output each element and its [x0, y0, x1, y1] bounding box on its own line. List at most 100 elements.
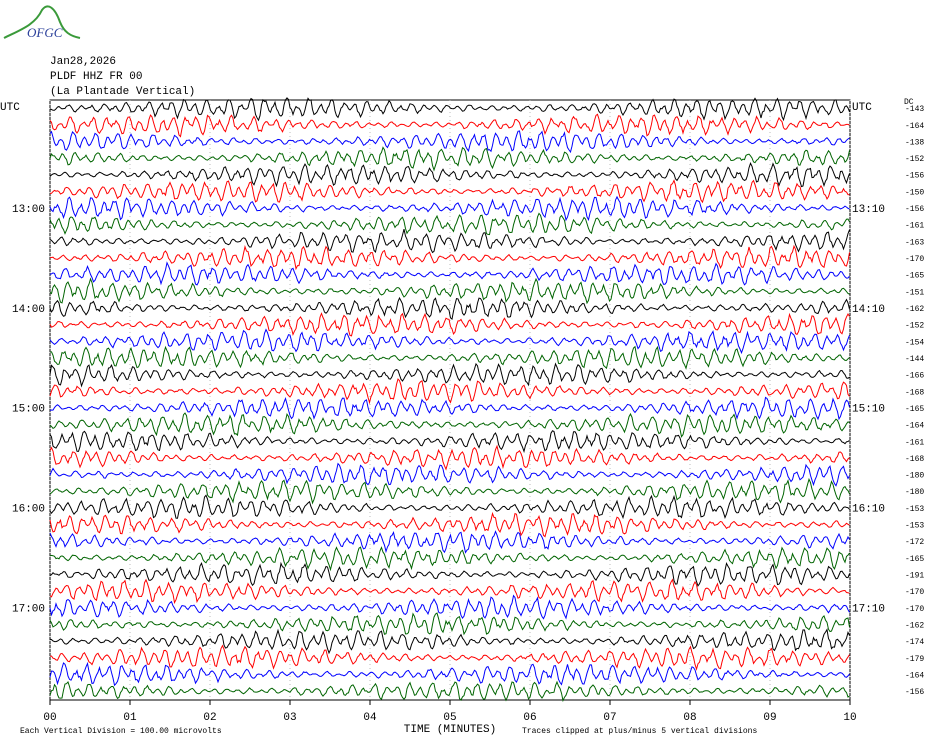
x-tick-label: 09	[763, 712, 776, 724]
trace	[49, 444, 850, 471]
trace	[49, 530, 850, 554]
trace	[49, 494, 850, 520]
dc-value: -144	[905, 355, 924, 364]
trace	[49, 328, 850, 355]
dc-value: -150	[905, 188, 924, 197]
trace	[49, 628, 850, 655]
dc-value: -170	[905, 605, 924, 614]
trace	[49, 578, 850, 605]
location: (La Plantade Vertical)	[50, 86, 195, 98]
trace	[49, 661, 850, 687]
dc-value: -161	[905, 222, 924, 231]
right-time-label: 16:10	[852, 504, 885, 516]
x-tick-label: 01	[123, 712, 137, 724]
dc-value: -180	[905, 472, 924, 481]
dc-value: -174	[905, 638, 924, 647]
right-time-label: 13:10	[852, 204, 885, 216]
dc-value: -164	[905, 422, 924, 431]
dc-value: -168	[905, 388, 924, 397]
x-tick-label: 02	[203, 712, 216, 724]
dc-value: -138	[905, 138, 924, 147]
trace	[49, 594, 850, 620]
logo-mark	[3, 5, 81, 39]
trace	[49, 462, 850, 487]
trace	[49, 345, 850, 370]
trace	[49, 612, 850, 636]
dc-value: -165	[905, 555, 924, 564]
trace	[49, 362, 850, 388]
left-time-label: 13:00	[12, 204, 45, 216]
trace	[49, 261, 850, 286]
dc-value: -143	[905, 105, 924, 114]
dc-value: -156	[905, 205, 924, 214]
right-time-label: 14:10	[852, 304, 885, 316]
x-tick-label: 03	[283, 712, 296, 724]
trace	[49, 412, 850, 438]
x-tick-label: 05	[443, 712, 456, 724]
trace	[49, 228, 850, 254]
dc-value: -152	[905, 155, 924, 164]
clip-note: Traces clipped at plus/minus 5 vertical …	[522, 727, 757, 736]
plot	[49, 97, 851, 705]
date: Jan28,2026	[50, 56, 116, 68]
trace	[49, 430, 850, 454]
trace	[49, 113, 850, 138]
trace	[49, 546, 850, 572]
trace	[49, 378, 850, 405]
dc-value: -170	[905, 255, 924, 264]
dc-value: -152	[905, 322, 924, 331]
dc-value: -162	[905, 305, 924, 314]
x-tick-label: 04	[363, 712, 377, 724]
dc-value: -172	[905, 538, 924, 547]
x-axis-title: TIME (MINUTES)	[404, 724, 496, 736]
dc-value: -153	[905, 522, 924, 531]
x-tick-label: 08	[683, 712, 696, 724]
dc-value: -151	[905, 288, 924, 297]
x-tick-label: 06	[523, 712, 536, 724]
dc-value: -156	[905, 172, 924, 181]
dc-value: -168	[905, 455, 924, 464]
dc-value: -166	[905, 372, 924, 381]
dc-value: -164	[905, 122, 924, 131]
dc-value: -164	[905, 671, 924, 680]
left-time-label: 17:00	[12, 604, 45, 616]
trace	[49, 511, 850, 538]
left-time-label: 16:00	[12, 504, 45, 516]
logo-text: OFGC	[27, 25, 63, 40]
trace	[49, 680, 850, 703]
trace	[49, 296, 850, 321]
trace	[49, 195, 850, 222]
trace	[49, 130, 850, 154]
dc-value: -180	[905, 488, 924, 497]
left-time-label: UTC	[0, 102, 20, 114]
trace	[49, 146, 850, 172]
right-time-label: UTC	[852, 102, 872, 114]
dc-value: -165	[905, 272, 924, 281]
dc-value: -162	[905, 621, 924, 630]
dc-title: DC	[904, 98, 914, 107]
trace	[49, 244, 850, 271]
dc-value: -179	[905, 655, 924, 664]
trace	[49, 277, 850, 305]
trace	[49, 162, 850, 188]
trace	[49, 477, 850, 505]
x-tick-label: 07	[603, 712, 616, 724]
trace	[49, 212, 850, 236]
trace	[49, 561, 850, 587]
dc-value: -170	[905, 588, 924, 597]
dc-value: -161	[905, 438, 924, 447]
trace	[49, 179, 850, 204]
trace	[49, 644, 850, 671]
right-time-label: 17:10	[852, 604, 885, 616]
left-time-label: 14:00	[12, 304, 45, 316]
dc-value: -154	[905, 338, 924, 347]
dc-value: -165	[905, 405, 924, 414]
dc-value: -156	[905, 688, 924, 697]
dc-value: -163	[905, 238, 924, 247]
x-tick-label: 00	[43, 712, 56, 724]
trace	[49, 97, 850, 122]
right-time-label: 15:10	[852, 404, 885, 416]
dc-value: -191	[905, 572, 924, 581]
trace	[49, 312, 850, 337]
